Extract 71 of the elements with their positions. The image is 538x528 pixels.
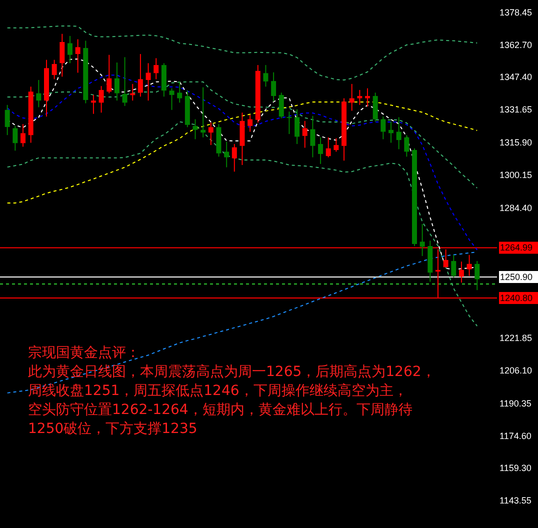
candlestick <box>310 115 316 158</box>
candlestick <box>365 88 370 108</box>
candlestick <box>154 58 159 80</box>
candlestick <box>388 121 394 144</box>
y-tick-label: 1221.85 <box>500 332 532 343</box>
candlestick <box>357 89 362 106</box>
candlestick <box>98 86 104 114</box>
candlestick <box>106 54 112 94</box>
candlestick <box>60 33 65 78</box>
candlestick <box>90 94 96 114</box>
candlestick <box>263 64 268 88</box>
candlestick <box>122 56 128 106</box>
candlestick <box>404 134 410 158</box>
y-tick-label: 1174.60 <box>500 431 532 442</box>
ref-line-label: 1264.99 <box>500 242 533 253</box>
y-tick-label: 1378.45 <box>500 7 532 18</box>
candlestick <box>458 261 464 284</box>
candlestick <box>192 118 198 140</box>
candlestick <box>294 108 300 144</box>
candlestick <box>208 122 214 146</box>
candlestick <box>52 59 57 80</box>
candlestick <box>138 54 143 98</box>
candlestick <box>420 224 425 256</box>
candlestick <box>12 125 18 152</box>
candlestick <box>4 104 10 136</box>
candlestick <box>396 116 402 150</box>
y-tick-label: 1315.90 <box>500 137 532 148</box>
candlestick <box>224 141 230 168</box>
y-tick-label: 1190.35 <box>500 398 532 408</box>
candlestick <box>326 136 331 158</box>
candlestick <box>278 92 284 119</box>
candlestick <box>36 80 42 108</box>
y-tick-label: 1300.15 <box>500 170 532 180</box>
line-series <box>6 74 478 250</box>
candlestick <box>169 88 174 110</box>
candlestick <box>451 254 456 278</box>
line-series <box>6 25 478 80</box>
annotation: 此为黄金日线图，本周震荡高点为周一1265，后期高点为1262， <box>28 364 436 380</box>
y-tick-label: 1284.40 <box>500 202 532 213</box>
line-series <box>6 121 478 327</box>
candlestick <box>177 81 182 104</box>
candlestick <box>302 120 308 148</box>
candlestick <box>200 86 206 138</box>
candlestick <box>318 136 324 164</box>
y-tick-label: 1347.40 <box>500 72 532 82</box>
candlestick <box>466 254 472 276</box>
candlestick <box>349 83 354 112</box>
candlestick <box>474 260 480 291</box>
candlestick <box>286 111 292 135</box>
candlestick <box>67 35 72 64</box>
y-tick-label: 1362.70 <box>500 40 532 50</box>
candlestick <box>232 144 237 172</box>
annotation: 宗现国黄金点评： <box>28 345 140 361</box>
candlestick <box>20 124 26 148</box>
y-tick-label: 1159.30 <box>500 462 532 473</box>
y-tick-label: 1331.65 <box>500 104 532 115</box>
annotation: 周线收盘1251，周五探低点1246，下周操作继续高空为主， <box>28 383 408 399</box>
annotation: 空头防守位置1262-1264，短期内，黄金难以上行。下周静待 <box>28 402 412 418</box>
candlestick <box>380 116 386 140</box>
candlestick <box>75 38 80 74</box>
ref-line-label: 1240.80 <box>500 292 533 303</box>
candlestick <box>248 114 253 132</box>
candlestick <box>146 62 151 102</box>
candlestick <box>114 62 120 102</box>
y-tick-label: 1206.10 <box>500 366 532 376</box>
candlestick <box>334 138 339 152</box>
ref-line-label: 1250.90 <box>500 272 533 282</box>
y-tick-label: 1143.55 <box>500 496 532 506</box>
annotation: 1250破位，下方支撑1235 <box>28 421 198 437</box>
candlestick <box>372 92 378 122</box>
candlestick <box>271 72 276 102</box>
